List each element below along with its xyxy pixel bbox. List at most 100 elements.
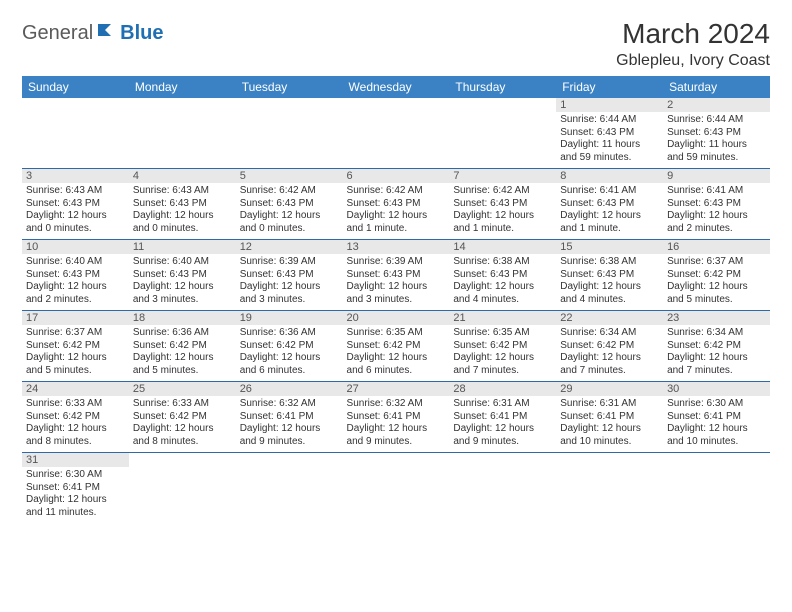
calendar-table: Sunday Monday Tuesday Wednesday Thursday…	[22, 76, 770, 523]
day-details: Sunrise: 6:42 AMSunset: 6:43 PMDaylight:…	[240, 185, 339, 235]
day-cell: 10 Sunrise: 6:40 AMSunset: 6:43 PMDayligh…	[22, 240, 129, 311]
week-row: 24Sunrise: 6:33 AMSunset: 6:42 PMDayligh…	[22, 382, 770, 453]
sunrise-line: Sunrise: 6:33 AM	[133, 398, 232, 411]
day-cell: 19Sunrise: 6:36 AMSunset: 6:42 PMDayligh…	[236, 311, 343, 382]
col-tuesday: Tuesday	[236, 76, 343, 98]
sunrise-line: Sunrise: 6:43 AM	[26, 185, 125, 198]
day-number: 21	[449, 311, 556, 325]
day-cell: 4Sunrise: 6:43 AMSunset: 6:43 PMDaylight…	[129, 169, 236, 240]
day-cell	[663, 453, 770, 524]
week-row: 3Sunrise: 6:43 AMSunset: 6:43 PMDaylight…	[22, 169, 770, 240]
day-cell: 27Sunrise: 6:32 AMSunset: 6:41 PMDayligh…	[343, 382, 450, 453]
daylight-line: Daylight: 12 hours and 10 minutes.	[667, 423, 766, 448]
daylight-line: Daylight: 12 hours and 5 minutes.	[26, 352, 125, 377]
daylight-line: Daylight: 12 hours and 8 minutes.	[133, 423, 232, 448]
day-number: 6	[343, 169, 450, 183]
day-cell: 31Sunrise: 6:30 AMSunset: 6:41 PMDayligh…	[22, 453, 129, 524]
sunset-line: Sunset: 6:42 PM	[26, 411, 125, 424]
sunset-line: Sunset: 6:41 PM	[347, 411, 446, 424]
sunrise-line: Sunrise: 6:41 AM	[667, 185, 766, 198]
sunrise-line: Sunrise: 6:32 AM	[347, 398, 446, 411]
day-details: Sunrise: 6:35 AMSunset: 6:42 PMDaylight:…	[347, 327, 446, 377]
sunset-line: Sunset: 6:43 PM	[26, 269, 125, 282]
col-sunday: Sunday	[22, 76, 129, 98]
col-wednesday: Wednesday	[343, 76, 450, 98]
day-cell: 29Sunrise: 6:31 AMSunset: 6:41 PMDayligh…	[556, 382, 663, 453]
sunset-line: Sunset: 6:43 PM	[347, 198, 446, 211]
sunrise-line: Sunrise: 6:44 AM	[667, 114, 766, 127]
day-details: Sunrise: 6:37 AMSunset: 6:42 PMDaylight:…	[26, 327, 125, 377]
daylight-line: Daylight: 12 hours and 3 minutes.	[133, 281, 232, 306]
day-number: 2	[663, 98, 770, 112]
day-cell: 25Sunrise: 6:33 AMSunset: 6:42 PMDayligh…	[129, 382, 236, 453]
day-number: 13	[343, 240, 450, 254]
day-cell	[236, 453, 343, 524]
day-cell: 14 Sunrise: 6:38 AMSunset: 6:43 PMDayligh…	[449, 240, 556, 311]
day-cell: 11Sunrise: 6:40 AMSunset: 6:43 PMDayligh…	[129, 240, 236, 311]
sunset-line: Sunset: 6:43 PM	[560, 198, 659, 211]
daylight-line: Daylight: 12 hours and 9 minutes.	[453, 423, 552, 448]
sunrise-line: Sunrise: 6:37 AM	[667, 256, 766, 269]
day-cell: 26Sunrise: 6:32 AMSunset: 6:41 PMDayligh…	[236, 382, 343, 453]
sunrise-line: Sunrise: 6:40 AM	[26, 256, 125, 269]
daylight-line: Daylight: 12 hours and 7 minutes.	[667, 352, 766, 377]
day-number: 19	[236, 311, 343, 325]
day-details: Sunrise: 6:33 AMSunset: 6:42 PMDaylight:…	[26, 398, 125, 448]
week-row: 17Sunrise: 6:37 AMSunset: 6:42 PMDayligh…	[22, 311, 770, 382]
sunset-line: Sunset: 6:43 PM	[667, 198, 766, 211]
col-friday: Friday	[556, 76, 663, 98]
sunset-line: Sunset: 6:43 PM	[133, 198, 232, 211]
day-details: Sunrise: 6:40 AMSunset: 6:43 PMDaylight:…	[26, 256, 125, 306]
day-details: Sunrise: 6:39 AMSunset: 6:43 PMDaylight:…	[347, 256, 446, 306]
day-number: 5	[236, 169, 343, 183]
day-cell: 20Sunrise: 6:35 AMSunset: 6:42 PMDayligh…	[343, 311, 450, 382]
day-number: 8	[556, 169, 663, 183]
sunset-line: Sunset: 6:42 PM	[26, 340, 125, 353]
sunrise-line: Sunrise: 6:30 AM	[26, 469, 125, 482]
daylight-line: Daylight: 12 hours and 11 minutes.	[26, 494, 125, 519]
day-cell	[129, 453, 236, 524]
sunrise-line: Sunrise: 6:44 AM	[560, 114, 659, 127]
sunset-line: Sunset: 6:43 PM	[133, 269, 232, 282]
sunset-line: Sunset: 6:43 PM	[453, 198, 552, 211]
sunrise-line: Sunrise: 6:36 AM	[133, 327, 232, 340]
day-details: Sunrise: 6:39 AMSunset: 6:43 PMDaylight:…	[240, 256, 339, 306]
daylight-line: Daylight: 12 hours and 4 minutes.	[453, 281, 552, 306]
daylight-line: Daylight: 11 hours and 59 minutes.	[560, 139, 659, 164]
day-cell: 30Sunrise: 6:30 AMSunset: 6:41 PMDayligh…	[663, 382, 770, 453]
day-cell	[556, 453, 663, 524]
sunset-line: Sunset: 6:43 PM	[453, 269, 552, 282]
sunset-line: Sunset: 6:42 PM	[347, 340, 446, 353]
day-number: 14	[449, 240, 556, 254]
day-cell: 18Sunrise: 6:36 AMSunset: 6:42 PMDayligh…	[129, 311, 236, 382]
day-cell: 16Sunrise: 6:37 AMSunset: 6:42 PMDayligh…	[663, 240, 770, 311]
day-details: Sunrise: 6:31 AMSunset: 6:41 PMDaylight:…	[560, 398, 659, 448]
title-block: March 2024 Gblepleu, Ivory Coast	[616, 18, 770, 70]
sunset-line: Sunset: 6:43 PM	[240, 198, 339, 211]
sunset-line: Sunset: 6:43 PM	[240, 269, 339, 282]
day-details: Sunrise: 6:32 AMSunset: 6:41 PMDaylight:…	[347, 398, 446, 448]
day-number: 16	[663, 240, 770, 254]
day-number: 31	[22, 453, 129, 467]
header-row: Sunday Monday Tuesday Wednesday Thursday…	[22, 76, 770, 98]
sunset-line: Sunset: 6:42 PM	[560, 340, 659, 353]
sunrise-line: Sunrise: 6:41 AM	[560, 185, 659, 198]
day-cell: 12Sunrise: 6:39 AMSunset: 6:43 PMDayligh…	[236, 240, 343, 311]
daylight-line: Daylight: 12 hours and 9 minutes.	[240, 423, 339, 448]
day-number: 10	[22, 240, 129, 254]
day-cell: 8 Sunrise: 6:41 AMSunset: 6:43 PMDaylight…	[556, 169, 663, 240]
location: Gblepleu, Ivory Coast	[616, 52, 770, 70]
day-details: Sunrise: 6:40 AMSunset: 6:43 PMDaylight:…	[133, 256, 232, 306]
header: General Blue March 2024 Gblepleu, Ivory …	[22, 18, 770, 70]
day-details: Sunrise: 6:41 AMSunset: 6:43 PMDaylight:…	[560, 185, 659, 235]
day-details: Sunrise: 6:38 AMSunset: 6:43 PMDaylight:…	[453, 256, 552, 306]
sunrise-line: Sunrise: 6:42 AM	[240, 185, 339, 198]
day-details: Sunrise: 6:36 AMSunset: 6:42 PMDaylight:…	[133, 327, 232, 377]
sunrise-line: Sunrise: 6:43 AM	[133, 185, 232, 198]
daylight-line: Daylight: 12 hours and 5 minutes.	[133, 352, 232, 377]
day-details: Sunrise: 6:34 AMSunset: 6:42 PMDaylight:…	[667, 327, 766, 377]
daylight-line: Daylight: 12 hours and 8 minutes.	[26, 423, 125, 448]
sunset-line: Sunset: 6:43 PM	[667, 127, 766, 140]
sunrise-line: Sunrise: 6:35 AM	[347, 327, 446, 340]
day-number: 7	[449, 169, 556, 183]
